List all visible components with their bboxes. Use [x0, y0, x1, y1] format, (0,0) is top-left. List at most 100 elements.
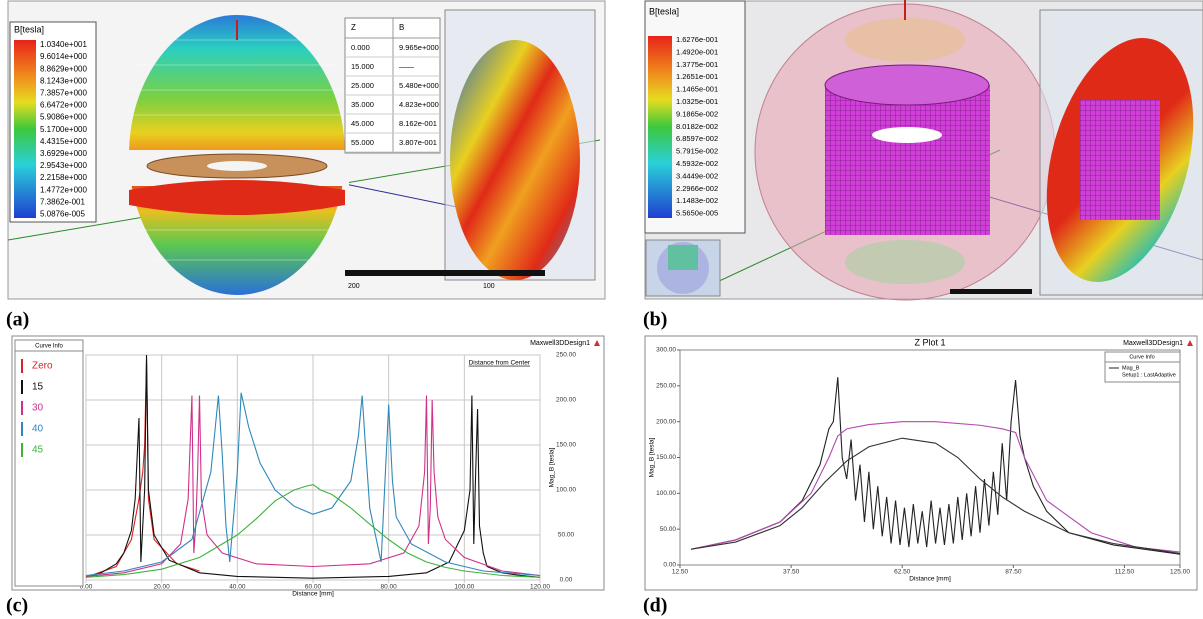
series-line — [85, 395, 541, 577]
panel-a — [7, 0, 606, 300]
legend-title: B[tesla] — [649, 6, 679, 16]
legend-label: 1.2651e-001 — [676, 72, 718, 81]
y-tick-label: 250.00 — [656, 383, 676, 390]
legend-label: 2.2966e-002 — [676, 184, 718, 193]
x-tick-label: 112.50 — [1115, 569, 1135, 576]
table-cell: 15.000 — [351, 62, 374, 71]
y-tick-label: 300.00 — [656, 347, 676, 354]
legend-label: Zero — [32, 361, 53, 372]
y-tick-label: 200.00 — [556, 397, 576, 404]
y-tick-label: 250.00 — [556, 352, 576, 359]
logo — [594, 340, 600, 346]
legend-label: 1.6276e-001 — [676, 35, 718, 44]
cut-field — [450, 40, 580, 280]
series-line — [85, 392, 541, 577]
scale-bar — [950, 289, 1032, 294]
table-cell: 5.480e+000 — [399, 81, 439, 90]
colormap — [648, 36, 672, 218]
colormap — [14, 40, 36, 218]
table-cell: 55.000 — [351, 138, 374, 147]
legend-title: Curve Info — [35, 344, 63, 350]
red-band — [129, 180, 345, 215]
legend-label: 7.3857e+000 — [40, 89, 87, 98]
x-tick-label: 60.00 — [305, 584, 322, 591]
coil-hole — [207, 161, 267, 171]
table-cell: 4.823e+000 — [399, 100, 439, 109]
coil-section — [1080, 100, 1160, 220]
table-cell: 35.000 — [351, 100, 374, 109]
table-cell: 8.162e-001 — [399, 119, 437, 128]
y-axis-label: Mag_B [tesla] — [549, 447, 556, 487]
legend-note: Setup1 : LastAdaptive — [1122, 372, 1176, 378]
legend-label: 5.7915e-002 — [676, 147, 718, 156]
annotation: Distance from Center — [469, 360, 531, 367]
x-tick-label: 37.50 — [783, 569, 800, 576]
field-cap — [845, 240, 965, 284]
legend-label: 5.9086e+000 — [40, 113, 87, 122]
x-tick-label: 62.50 — [894, 569, 911, 576]
table-cell: 9.965e+000 — [399, 43, 439, 52]
coil-hole — [872, 127, 942, 143]
legend-label: 3.4449e-002 — [676, 171, 718, 180]
y-tick-label: 50.00 — [660, 526, 677, 533]
coil-top — [824, 64, 990, 106]
series-line — [690, 421, 1181, 553]
field-cap — [845, 18, 965, 62]
x-tick-label: 100.00 — [454, 584, 474, 591]
x-axis-label: Distance [mm] — [909, 576, 951, 583]
table-cell: —— — [399, 62, 415, 71]
legend-label: 4.5932e-002 — [676, 159, 718, 168]
series-line — [85, 484, 541, 578]
legend-title: Curve Info — [1129, 354, 1154, 360]
x-tick-label: 125.00 — [1170, 569, 1190, 576]
legend-label: 1.0340e+001 — [40, 40, 87, 49]
legend-label: 30 — [32, 403, 44, 414]
y-tick-label: 100.00 — [656, 490, 676, 497]
logo — [1187, 340, 1193, 346]
legend-label: 5.1700e+000 — [40, 125, 87, 134]
legend-label: 40 — [32, 424, 44, 435]
legend-label: 15 — [32, 382, 44, 393]
scale-bar — [345, 270, 545, 276]
legend-label: 8.0182e-002 — [676, 122, 718, 131]
legend-label: 8.1243e+000 — [40, 76, 87, 85]
legend-label: 1.4920e-001 — [676, 47, 718, 56]
y-tick-label: 200.00 — [656, 418, 676, 425]
legend-label: 7.3862e-001 — [40, 197, 85, 206]
x-tick-label: 87.50 — [1005, 569, 1022, 576]
panel-label: (b) — [643, 309, 667, 331]
panel-label: (d) — [643, 595, 667, 617]
legend-label: 8.8629e+000 — [40, 64, 87, 73]
table-header: Z — [351, 23, 356, 32]
x-axis-label: Distance [mm] — [292, 591, 334, 598]
legend-label: 1.1483e-002 — [676, 196, 718, 205]
legend-title: B[tesla] — [14, 24, 44, 34]
coil — [825, 85, 990, 235]
legend-label: 5.5650e-005 — [676, 209, 718, 218]
scale-label: 200 — [348, 283, 360, 290]
legend-box — [1104, 351, 1181, 383]
panel-frame — [11, 335, 605, 591]
y-tick-label: 100.00 — [556, 487, 576, 494]
legend-label: 1.4772e+000 — [40, 185, 87, 194]
y-axis-label: Mag_B [tesla] — [649, 437, 656, 477]
scale-label: 100 — [483, 283, 495, 290]
legend-label: 4.4315e+000 — [40, 137, 87, 146]
x-tick-label: 20.00 — [154, 584, 171, 591]
panel-b — [644, 0, 1203, 301]
legend-label: 6.8597e-002 — [676, 134, 718, 143]
x-tick-label: 80.00 — [381, 584, 398, 591]
table-cell: 3.807e-001 — [399, 138, 437, 147]
panel-label: (a) — [6, 309, 29, 331]
inset-coil — [668, 245, 698, 270]
table-cell: 45.000 — [351, 119, 374, 128]
legend-label: 2.2158e+000 — [40, 173, 87, 182]
design-name: Maxwell3DDesign1 — [1123, 340, 1183, 347]
design-name: Maxwell3DDesign1 — [530, 340, 590, 347]
legend-label: 6.6472e+000 — [40, 101, 87, 110]
legend-label: 1.0325e-001 — [676, 97, 718, 106]
y-tick-label: 50.00 — [558, 532, 575, 539]
y-tick-label: 0.00 — [560, 577, 573, 584]
chart-title: Z Plot 1 — [914, 337, 945, 347]
